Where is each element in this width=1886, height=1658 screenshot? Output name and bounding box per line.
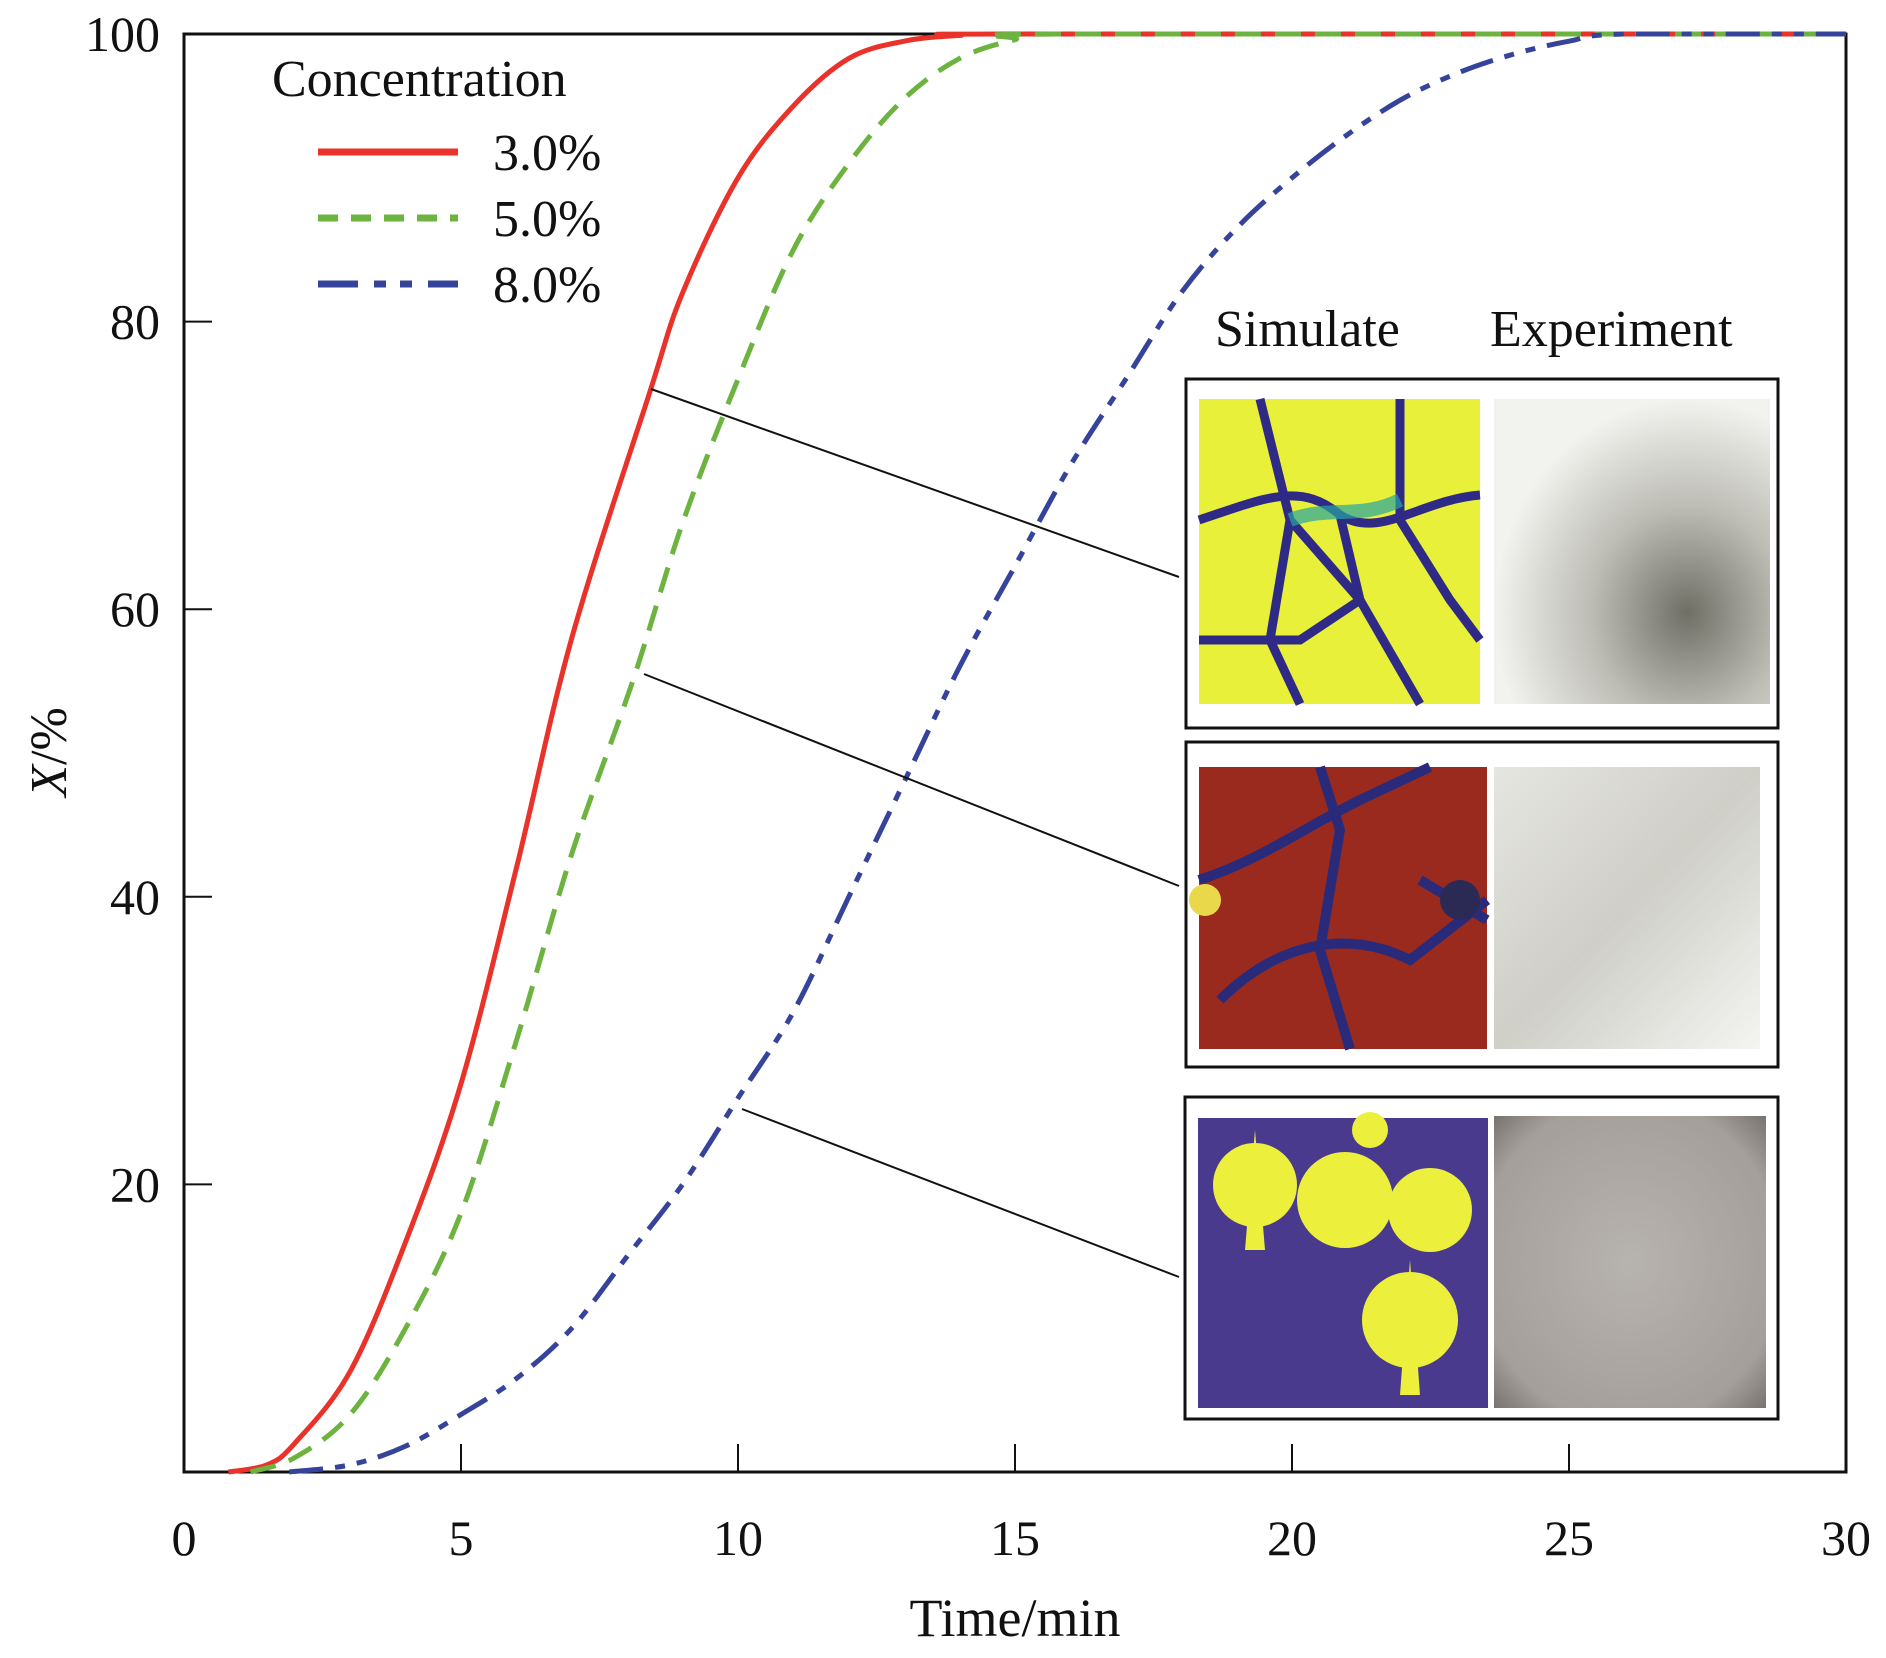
x-tick-label: 0 [172, 1510, 197, 1566]
legend-label-3: 8.0% [493, 257, 601, 314]
inset-panels: Simulate Experiment [643, 301, 1780, 1421]
x-tick-label: 10 [713, 1510, 763, 1566]
y-tick-label: 100 [85, 6, 160, 62]
series-lines [227, 31, 1846, 1475]
experiment-image-1 [1494, 399, 1770, 704]
legend: Concentration 3.0% 5.0% 8.0% [272, 51, 601, 314]
x-tick-label: 25 [1544, 1510, 1594, 1566]
x-tick-label: 30 [1821, 1510, 1871, 1566]
x-axis-label: Time/min [909, 1588, 1120, 1648]
experiment-image-3 [1494, 1116, 1766, 1408]
legend-title: Concentration [272, 51, 567, 108]
y-axis-label: X/% [21, 707, 78, 799]
series-line-1 [227, 31, 1846, 1475]
x-tick-label: 15 [990, 1510, 1040, 1566]
y-axis-ticks: 20 40 60 80 100 [85, 6, 212, 1212]
y-tick-label: 60 [110, 581, 160, 637]
simulation-image-2 [1189, 762, 1491, 1051]
y-tick-label: 40 [110, 869, 160, 925]
x-axis-ticks: 0 5 10 15 20 25 30 [172, 1444, 1871, 1566]
inset-label-experiment: Experiment [1490, 301, 1733, 358]
y-tick-label: 20 [110, 1156, 160, 1212]
x-tick-label: 5 [449, 1510, 474, 1566]
legend-label-1: 3.0% [493, 125, 601, 182]
series-line-2 [249, 31, 1846, 1475]
legend-label-2: 5.0% [493, 191, 601, 248]
leader-line-2 [643, 673, 1180, 887]
simulation-image-1 [1197, 397, 1484, 707]
inset-label-simulate: Simulate [1215, 301, 1400, 358]
leader-line-3 [741, 1108, 1180, 1278]
x-tick-label: 20 [1267, 1510, 1317, 1566]
y-tick-label: 80 [110, 294, 160, 350]
leader-line-1 [650, 388, 1180, 578]
experiment-image-2 [1494, 767, 1760, 1049]
simulation-image-3 [1198, 1112, 1488, 1408]
